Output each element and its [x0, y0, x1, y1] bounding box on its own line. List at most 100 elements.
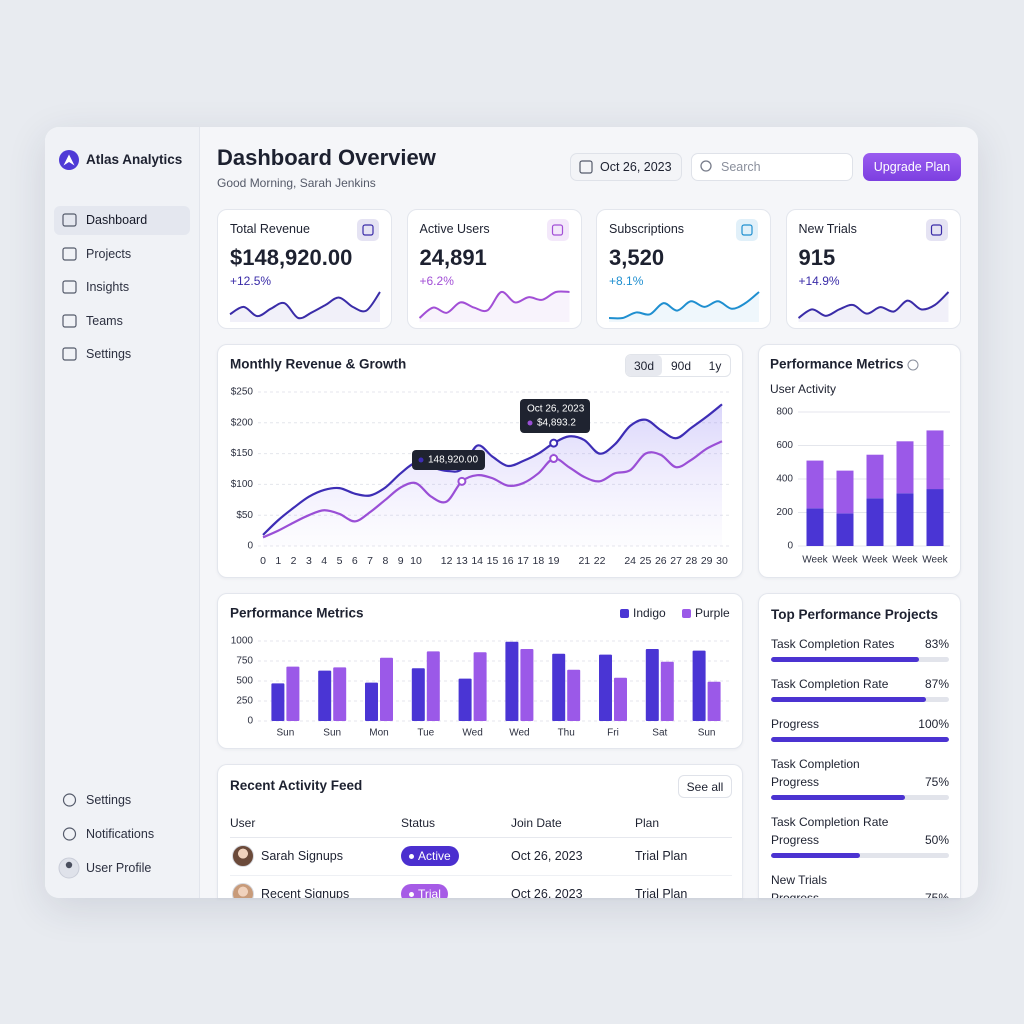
date-text: Oct 26, 2023 [600, 160, 672, 174]
see-all-button[interactable] [678, 775, 732, 798]
nav-item[interactable]: User Profile [86, 861, 152, 875]
progress-bar [771, 737, 949, 742]
project-value: 75% [924, 775, 949, 789]
plan: Trial Plan [635, 887, 688, 898]
project-row: Progress 50% [771, 831, 949, 849]
performance-panel [217, 593, 743, 749]
divider [230, 837, 732, 838]
project-label: Progress [771, 775, 820, 789]
range-option[interactable]: 90d [670, 358, 692, 373]
project-value: 87% [924, 677, 949, 691]
sidebar [45, 127, 200, 898]
project-list: Task Completion Rates 83% Task Completion … [771, 635, 949, 898]
progress-track [771, 795, 949, 800]
divider [230, 875, 732, 876]
nav-item[interactable]: Notifications [86, 827, 155, 841]
progress-bar [771, 657, 919, 662]
nav-item[interactable]: Dashboard [86, 213, 148, 227]
status-text: Active [418, 849, 451, 863]
panel-title: Top Performance Projects [771, 607, 939, 622]
nav-active-bg [54, 206, 190, 235]
status-dot [409, 891, 414, 897]
project-row: Task Completion Rate 87% [771, 675, 949, 693]
kpi-label: Active Users [419, 222, 490, 236]
user-avatar [232, 845, 254, 867]
page-subtitle: Good Morning, Sarah Jenkins [217, 176, 376, 190]
status-dot [409, 853, 414, 859]
button-label[interactable]: Upgrade Plan [873, 160, 951, 174]
user-name: Recent Signups [261, 887, 350, 898]
project-label: Task Completion Rates [771, 637, 895, 651]
progress-track [771, 853, 949, 858]
kpi-icon [357, 219, 379, 241]
revenue-panel [217, 344, 743, 578]
progress-track [771, 657, 949, 662]
project-label: Task Completion Rate [771, 677, 889, 691]
kpi-icon [546, 219, 569, 241]
join-date: Oct 26, 2023 [511, 887, 583, 898]
project-row: Progress 75% [771, 773, 949, 791]
kpi-value: 3,520 [609, 245, 665, 270]
kpi-icon [736, 219, 758, 241]
status-text: Trial [418, 887, 441, 898]
panel-title: Recent Activity Feed [230, 778, 363, 793]
kpi-change: +12.5% [230, 274, 272, 288]
plan: Trial Plan [635, 849, 688, 863]
column-header: Join Date [511, 816, 562, 830]
range-active [626, 355, 662, 376]
project-value: 75% [924, 891, 949, 898]
project-item: Task Completion Rate Progress 50% [771, 813, 949, 858]
kpi-change: +8.1% [609, 274, 644, 288]
button-label[interactable]: See all [686, 779, 724, 794]
progress-track [771, 737, 949, 742]
progress-bar [771, 853, 860, 858]
kpi-value: $148,920.00 [230, 245, 353, 270]
nav-item[interactable]: Settings [86, 793, 132, 807]
search-box[interactable] [691, 153, 853, 181]
project-row: Progress 75% [771, 889, 949, 898]
project-item: Task Completion Rate 87% [771, 675, 949, 702]
nav-item[interactable]: Insights [86, 280, 130, 294]
activity-metrics-panel [758, 344, 961, 578]
kpi-label: Subscriptions [609, 222, 685, 236]
projects-panel: Top Performance Projects Task Completion … [758, 593, 961, 898]
brand-name: Atlas Analytics [86, 152, 183, 167]
column-header: Plan [635, 816, 660, 830]
project-title: New Trials [771, 873, 828, 887]
column-header: Status [401, 816, 436, 830]
user-avatar [232, 883, 254, 898]
nav-item[interactable]: Teams [86, 314, 123, 328]
upgrade-button[interactable] [863, 153, 961, 181]
project-label: Progress [771, 717, 820, 731]
project-item: New Trials Progress 75% [771, 871, 949, 898]
progress-bar [771, 697, 926, 702]
kpi-change: +14.9% [798, 274, 840, 288]
project-label: Progress [771, 891, 820, 898]
range-option[interactable]: 1y [708, 358, 722, 373]
kpi-change: +6.2% [419, 274, 454, 288]
project-title: Task Completion Rate [771, 815, 889, 829]
project-item: Task Completion Progress 75% [771, 755, 949, 800]
kpi-icon [925, 219, 948, 241]
project-row: Progress 100% [771, 715, 949, 733]
column-header: User [230, 816, 256, 830]
project-value: 83% [924, 637, 949, 651]
project-item: Progress 100% [771, 715, 949, 742]
user-name: Sarah Signups [261, 849, 344, 863]
kpi-label: Total Revenue [230, 222, 310, 236]
project-title: Task Completion [771, 757, 860, 771]
kpi-value: 24,891 [419, 245, 487, 270]
join-date: Oct 26, 2023 [511, 849, 583, 863]
range-option[interactable]: 30d [633, 358, 655, 373]
status-pill [401, 846, 459, 866]
progress-track [771, 697, 949, 702]
project-row: Task Completion Rates 83% [771, 635, 949, 653]
project-value: 100% [918, 717, 949, 731]
activity-panel: Recent Activity Feed See all User Status Joi… [217, 764, 743, 898]
project-item: Task Completion Rates 83% [771, 635, 949, 662]
nav-item[interactable]: Settings [86, 347, 132, 361]
nav-item[interactable]: Projects [86, 247, 132, 261]
search-placeholder: Search [721, 160, 761, 174]
page-title: Dashboard Overview [217, 145, 436, 170]
